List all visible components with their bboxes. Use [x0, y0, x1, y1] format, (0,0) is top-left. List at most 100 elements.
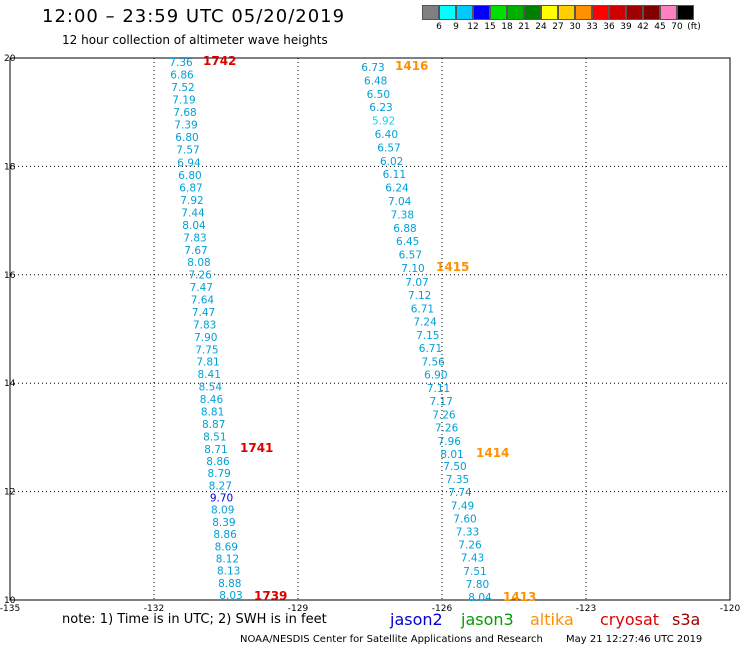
legend-swatch-39: [626, 5, 643, 20]
legend-swatch-18: [507, 5, 524, 20]
swh-value: 7.11: [427, 383, 450, 395]
swh-value: 7.12: [408, 290, 431, 302]
swh-value: 7.64: [191, 294, 215, 306]
legend-swatch-21: [524, 5, 541, 20]
swh-value: 7.19: [172, 95, 195, 107]
legend-label-39: 39: [620, 22, 632, 32]
swh-value: 7.57: [176, 145, 199, 157]
swh-value: 7.36: [169, 57, 193, 69]
swh-value: 6.90: [424, 370, 447, 382]
legend-label-33: 33: [586, 22, 598, 32]
swh-value: 6.23: [369, 102, 392, 114]
legend-swatch-45: [660, 5, 677, 20]
swh-value: 8.54: [199, 382, 223, 394]
swh-value: 6.94: [177, 157, 201, 169]
legend-label-24: 24: [535, 22, 547, 32]
swh-value: 7.17: [430, 396, 453, 408]
lat-tick-label: 18: [4, 162, 16, 172]
satellite-jason2: jason2: [390, 610, 443, 629]
swh-value: 8.71: [204, 444, 227, 456]
swh-value: 8.46: [200, 394, 224, 406]
swh-value: 6.45: [396, 236, 419, 248]
legend-label-36: 36: [603, 22, 615, 32]
swh-value: 7.81: [196, 357, 219, 369]
swh-value: 8.51: [203, 432, 226, 444]
track-id-1413: 1413: [503, 590, 536, 604]
swh-value: 7.50: [443, 461, 466, 473]
swh-value: 8.27: [209, 480, 232, 492]
swh-value: 7.10: [401, 263, 424, 275]
swh-value: 7.47: [192, 307, 215, 319]
legend-swatch-27: [558, 5, 575, 20]
swh-value: 7.83: [183, 232, 206, 244]
legend-label-27: 27: [552, 22, 564, 32]
swh-value: 7.49: [451, 500, 474, 512]
swh-value: 7.56: [421, 356, 445, 368]
swh-value: 7.90: [194, 332, 217, 344]
legend-label-21: 21: [518, 22, 530, 32]
lat-tick-label: 16: [4, 271, 16, 281]
swh-value: 6.71: [411, 303, 434, 315]
legend-label-18: 18: [501, 22, 513, 32]
legend-label-30: 30: [569, 22, 581, 32]
swh-value: 8.41: [198, 369, 221, 381]
swh-value: 8.01: [440, 449, 463, 461]
legend-label-12: 12: [467, 22, 479, 32]
track-id-1416: 1416: [395, 59, 428, 73]
swh-value: 8.08: [187, 257, 210, 269]
satellite-jason3: jason3: [461, 610, 514, 629]
legend-swatch-30: [575, 5, 592, 20]
legend-swatch-24: [541, 5, 558, 20]
swh-value: 7.67: [184, 245, 207, 257]
swh-value: 6.02: [380, 156, 403, 168]
swh-value: 6.57: [377, 142, 400, 154]
swh-value: 6.86: [170, 70, 194, 82]
swh-value: 7.68: [173, 107, 196, 119]
swh-value: 6.73: [361, 62, 384, 74]
lon-tick-label: -123: [576, 604, 596, 614]
lon-tick-label: -135: [0, 604, 20, 614]
legend-swatch-6: [439, 5, 456, 20]
swh-value: 6.11: [383, 169, 406, 181]
legend-unit: (ft): [687, 22, 701, 32]
lon-tick-label: -120: [720, 604, 740, 614]
swh-value: 8.88: [218, 578, 241, 590]
swh-value: 7.26: [188, 269, 212, 281]
swh-value: 7.43: [461, 553, 484, 565]
lon-tick-label: -132: [144, 604, 164, 614]
swh-value: 7.75: [195, 344, 218, 356]
lon-tick-label: -126: [432, 604, 453, 614]
swh-value: 7.24: [413, 317, 437, 329]
swh-value: 7.35: [446, 474, 469, 486]
lat-tick-label: 14: [4, 379, 16, 389]
swh-value: 7.60: [453, 513, 476, 525]
swh-value: 7.80: [466, 579, 489, 591]
swh-value: 7.92: [180, 195, 203, 207]
credit-line: NOAA/NESDIS Center for Satellite Applica…: [240, 634, 543, 645]
satellite-s3a: s3a: [672, 610, 701, 629]
swh-value: 8.79: [207, 468, 230, 480]
swh-value: 8.39: [212, 517, 235, 529]
lat-tick-label: 12: [4, 488, 15, 498]
map-title: 12:00 – 23:59 UTC 05/20/2019: [42, 6, 346, 27]
swh-value: 6.88: [393, 223, 416, 235]
swh-value: 8.13: [217, 566, 240, 578]
swh-value: 8.86: [206, 456, 230, 468]
legend-swatch-15: [490, 5, 507, 20]
swh-value: 8.03: [219, 590, 242, 602]
track-id-1742: 1742: [203, 54, 236, 68]
legend-label-42: 42: [637, 22, 649, 32]
generated-timestamp: May 21 12:27:46 UTC 2019: [566, 634, 703, 645]
satellite-cryosat: cryosat: [600, 610, 660, 629]
legend-swatch-36: [609, 5, 626, 20]
swh-value: 6.80: [178, 170, 201, 182]
legend-label-9: 9: [453, 22, 459, 32]
swh-value: 7.26: [432, 409, 456, 421]
swh-value: 8.86: [213, 529, 237, 541]
lat-tick-label: 10: [4, 596, 16, 606]
track-id-1414: 1414: [476, 446, 509, 460]
swh-value: 8.87: [202, 419, 225, 431]
legend-swatch-70: [677, 5, 694, 20]
swh-value: 8.69: [215, 541, 238, 553]
swh-value: 8.09: [211, 505, 234, 517]
